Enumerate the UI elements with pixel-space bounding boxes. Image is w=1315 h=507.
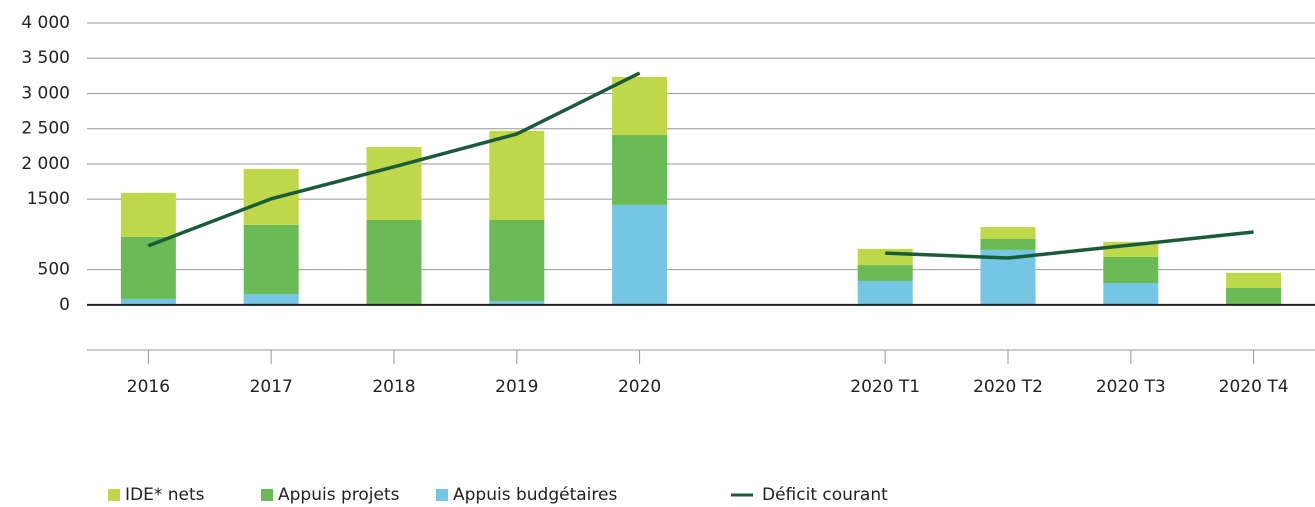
bar-segment <box>366 147 422 220</box>
x-tick-label: 2020 T2 <box>973 377 1043 397</box>
bar-segment <box>489 219 545 302</box>
x-tick-label: 2017 <box>250 377 293 397</box>
line-series <box>147 71 1254 260</box>
legend-label: Déficit courant <box>762 485 888 505</box>
x-tick-label: 2020 <box>618 377 661 397</box>
bar-segment <box>120 192 176 237</box>
bar-segment <box>612 135 668 205</box>
bar-segment <box>1226 272 1282 288</box>
x-tick-label: 2016 <box>127 377 170 397</box>
legend-label: IDE* nets <box>125 485 205 505</box>
y-tick-label: 2 000 <box>21 154 70 174</box>
bar-segment <box>1103 283 1159 305</box>
bar-segment <box>489 130 545 220</box>
bar-segment <box>980 239 1036 250</box>
bar-segment <box>120 298 176 305</box>
x-tick-label: 2020 T1 <box>850 377 920 397</box>
bar-segment <box>857 248 913 266</box>
x-tick-label: 2019 <box>495 377 538 397</box>
legend-label: Appuis projets <box>278 485 400 505</box>
y-tick-label: 3 000 <box>21 83 70 103</box>
bar-segment <box>243 168 299 225</box>
y-tick-label: 4 000 <box>21 13 70 33</box>
x-tick-label: 2018 <box>372 377 415 397</box>
y-tick-label: 2 500 <box>21 119 70 139</box>
bar-segment <box>243 293 299 305</box>
bar-segment <box>243 224 299 294</box>
y-tick-label: 1500 <box>27 189 70 209</box>
legend-swatch <box>436 489 448 501</box>
legend-swatch <box>108 489 120 501</box>
bar-segment <box>980 227 1036 240</box>
bar-segment <box>1103 256 1159 284</box>
legend-swatch <box>261 489 273 501</box>
legend-label: Appuis budgétaires <box>453 485 617 505</box>
bar-segment <box>612 76 668 136</box>
bar-segment <box>489 301 545 305</box>
bar-segment <box>1226 287 1282 305</box>
y-tick-label: 0 <box>59 295 70 315</box>
x-tick-label: 2020 T4 <box>1219 377 1289 397</box>
bar-segment <box>857 265 913 281</box>
bar-segment <box>366 219 422 305</box>
y-tick-label: 3 500 <box>21 48 70 68</box>
bar-segment <box>120 236 176 299</box>
bar-segment <box>857 280 913 305</box>
y-tick-label: 500 <box>38 260 70 280</box>
x-tick-label: 2020 T3 <box>1096 377 1166 397</box>
bar-segment <box>612 204 668 305</box>
